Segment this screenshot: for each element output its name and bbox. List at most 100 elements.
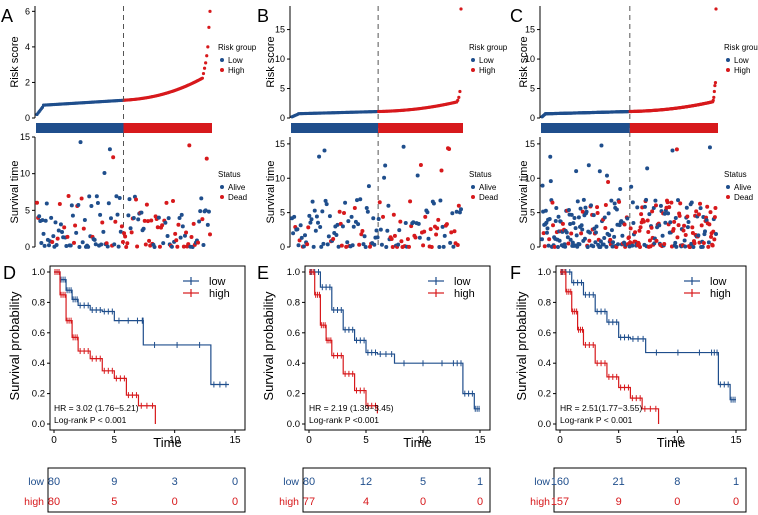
survival-status-point	[604, 244, 609, 249]
km-y-tick-label: 1.0	[538, 267, 551, 278]
survival-status-point	[104, 241, 109, 246]
survival-status-point	[638, 225, 643, 230]
survival-status-point	[676, 198, 681, 203]
survival-status-point	[116, 244, 121, 249]
survival-status-point	[441, 244, 446, 249]
km-x-tick-label: 15	[229, 435, 241, 446]
survival-time-axis-label: Survival time	[518, 161, 530, 224]
survival-status-point	[179, 212, 184, 217]
survival-status-point	[134, 197, 139, 202]
survival-status-point	[706, 240, 711, 245]
survival-status-point	[366, 184, 371, 189]
risk-table-high-label: high	[24, 496, 44, 508]
survival-status-point	[670, 148, 675, 153]
survival-status-point	[53, 220, 58, 225]
survival-status-point	[372, 242, 377, 247]
survival-status-point	[696, 212, 701, 217]
survival-status-point	[124, 244, 129, 249]
survival-status-point	[342, 210, 346, 215]
survival-status-point	[364, 205, 369, 210]
survival-status-point	[56, 228, 61, 233]
alive-legend-dot	[726, 185, 730, 189]
survival-status-point	[603, 202, 608, 207]
survival-status-point	[107, 147, 112, 152]
survival-status-point	[580, 209, 585, 214]
survival-status-point	[37, 214, 42, 219]
survival-status-point	[390, 244, 395, 249]
survival-status-point	[699, 223, 704, 228]
survival-status-point	[597, 169, 602, 174]
survival-status-point	[629, 184, 634, 189]
low-risk-bar	[291, 123, 379, 133]
alive-legend-dot	[220, 185, 224, 189]
survival-status-point	[444, 222, 449, 227]
low-survival-curve	[54, 271, 229, 386]
survival-status-point	[127, 197, 132, 202]
survival-status-point	[189, 235, 194, 240]
survival-status-point	[355, 198, 359, 203]
survival-status-point	[206, 209, 211, 214]
survival-status-point	[449, 230, 454, 235]
survival-status-point	[572, 216, 577, 221]
survival-status-point	[651, 206, 656, 211]
survival-status-point	[317, 154, 322, 159]
survival-status-point	[660, 233, 665, 238]
km-y-tick-label: 0.0	[287, 419, 300, 430]
survival-status-point	[421, 243, 426, 248]
survival-status-point	[291, 231, 296, 236]
survival-status-point	[674, 244, 679, 249]
survival-status-point	[118, 229, 123, 234]
survival-status-point	[74, 230, 79, 235]
survival-status-point	[128, 226, 133, 231]
survival-status-point	[560, 221, 565, 226]
risk-table-high-count: 0	[172, 496, 178, 508]
survival-status-point	[112, 242, 117, 247]
risk-table-high-count: 80	[48, 496, 60, 508]
survival-status-point	[322, 148, 327, 153]
survival-status-point	[696, 233, 701, 238]
risk-table-low-count: 80	[303, 476, 315, 488]
survival-status-point	[378, 227, 383, 232]
survival-status-point	[145, 219, 150, 224]
survival-status-point	[80, 240, 85, 245]
survival-status-point	[35, 200, 39, 205]
survival-status-point	[545, 226, 550, 231]
survival-status-point	[131, 215, 136, 220]
survival-status-point	[413, 235, 418, 240]
km-x-tick-label: 10	[169, 435, 181, 446]
risk-table-low-count: 12	[360, 476, 372, 488]
survival-status-point	[546, 243, 551, 248]
km-y-tick-label: 0.6	[538, 328, 551, 339]
survival-status-point	[349, 214, 354, 219]
survival-status-point	[440, 224, 445, 229]
survival-status-point	[396, 242, 401, 247]
survival-status-point	[683, 233, 688, 238]
survival-status-point	[436, 217, 441, 222]
survival-status-point	[115, 212, 120, 217]
status-legend-dead: Dead	[479, 193, 498, 202]
risk-table-low-count: 160	[551, 476, 569, 488]
survival-status-point	[178, 235, 183, 240]
km-y-tick-label: 0.4	[32, 358, 45, 369]
survival-status-point	[383, 163, 388, 168]
panel-letter: B	[257, 6, 269, 26]
survival-status-point	[437, 244, 442, 249]
survival-status-point	[564, 230, 569, 235]
survival-status-point	[701, 241, 706, 246]
survival-status-point	[593, 240, 598, 245]
km-y-tick-label: 0.8	[538, 297, 551, 308]
low-survival-curve	[560, 271, 736, 401]
survival-status-point	[71, 240, 76, 245]
survival-y-tick-label: 5	[530, 208, 535, 218]
survival-status-point	[93, 242, 98, 247]
survival-status-point	[356, 222, 361, 227]
survival-status-point	[65, 234, 70, 239]
survival-status-point	[114, 194, 119, 199]
risk-score-point	[208, 9, 212, 13]
risk-score-point	[713, 83, 717, 88]
low-risk-bar	[541, 123, 630, 133]
survival-status-point	[292, 214, 297, 219]
survival-status-point	[68, 243, 73, 248]
survival-status-point	[360, 229, 365, 234]
survival-status-point	[186, 242, 191, 247]
